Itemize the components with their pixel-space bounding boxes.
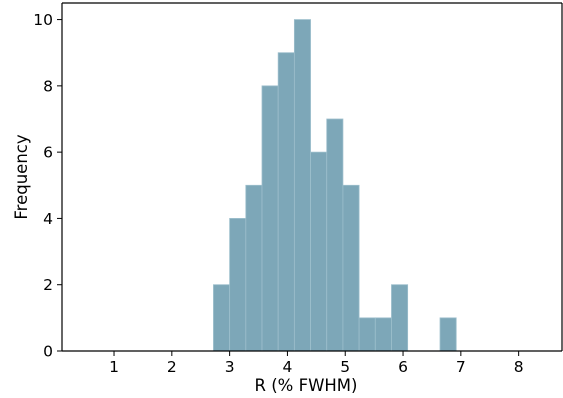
x-tick-label: 4 [282, 358, 292, 376]
x-tick-label: 5 [340, 358, 350, 376]
axes-group [61, 2, 563, 352]
x-tick-label: 3 [225, 358, 235, 376]
histogram-bar-3 [261, 85, 279, 352]
x-tick-label: 8 [514, 358, 524, 376]
histogram-bar-14 [439, 317, 457, 352]
x-axis-label: R (% FWHM) [255, 376, 358, 395]
histogram-bar-10 [374, 317, 392, 352]
x-tick-label: 2 [167, 358, 177, 376]
histogram-bar-4 [277, 52, 295, 352]
histogram-bar-7 [326, 118, 344, 352]
histogram-bar-1 [229, 218, 247, 352]
histogram-bar-6 [310, 151, 328, 352]
y-tick-label: 4 [43, 210, 53, 228]
histogram-bar-8 [342, 184, 360, 352]
x-tick-label: 1 [109, 358, 119, 376]
y-tick-label: 0 [43, 343, 53, 361]
ticks-group: 1 2 3 4 5 6 7 8 0 2 4 6 8 10 [33, 11, 523, 376]
y-tick-label: 8 [43, 77, 53, 95]
bars-group [213, 19, 457, 352]
y-tick-label: 10 [33, 11, 53, 29]
histogram-bar-11 [391, 284, 409, 352]
y-tick-label: 2 [43, 276, 53, 294]
histogram-bar-2 [245, 184, 263, 352]
y-axis-label: Frequency [12, 134, 31, 219]
y-tick-label: 6 [43, 144, 53, 162]
histogram-bar-9 [358, 317, 376, 352]
histogram-bar-5 [293, 19, 311, 352]
x-tick-label: 6 [398, 358, 408, 376]
histogram-bar-0 [213, 284, 231, 352]
x-tick-label: 7 [456, 358, 466, 376]
